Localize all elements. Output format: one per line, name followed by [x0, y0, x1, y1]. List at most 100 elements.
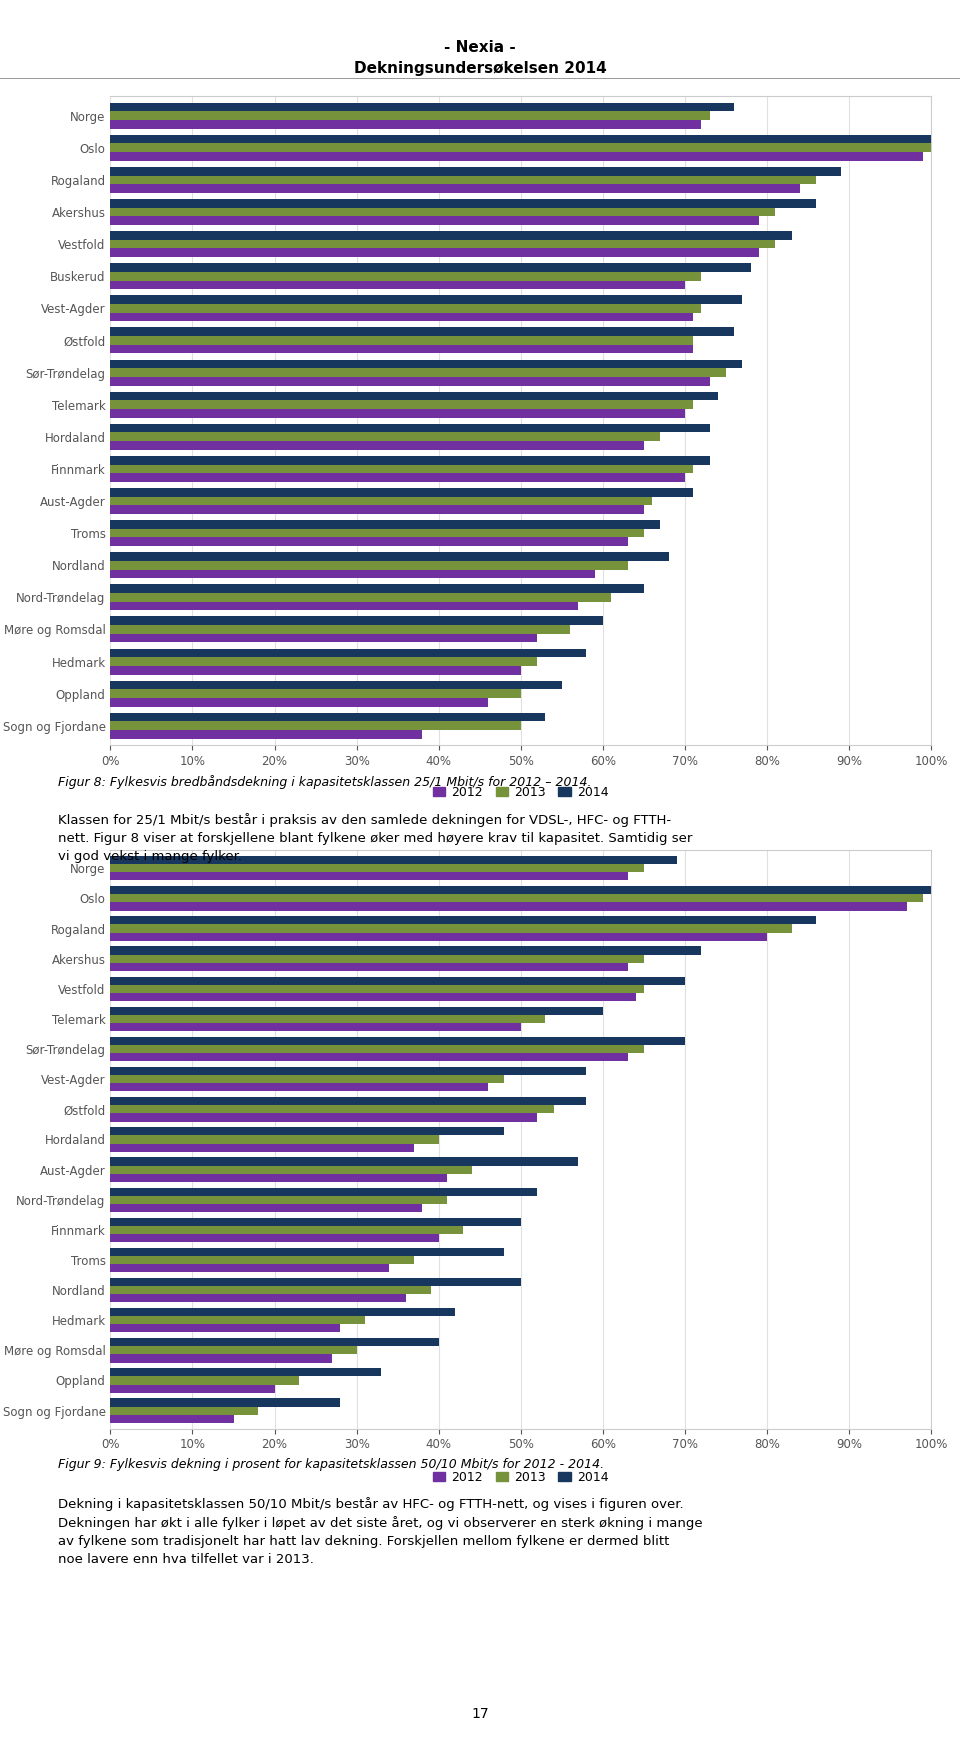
Text: Figur 9: Fylkesvis dekning i prosent for kapasitetsklassen 50/10 Mbit/s for 2012: Figur 9: Fylkesvis dekning i prosent for… — [58, 1458, 604, 1471]
Bar — [110, 1196, 447, 1204]
Bar — [110, 153, 923, 161]
Bar — [110, 377, 709, 386]
Bar — [110, 1308, 455, 1317]
Bar — [110, 713, 545, 722]
Bar — [110, 855, 677, 864]
Bar — [110, 408, 685, 417]
Legend: 2012, 2013, 2014: 2012, 2013, 2014 — [428, 780, 613, 803]
Bar — [110, 992, 636, 1001]
Bar — [110, 184, 800, 193]
Bar — [110, 887, 931, 894]
Bar — [110, 1054, 628, 1061]
Bar — [110, 1415, 233, 1423]
Bar — [110, 1104, 554, 1113]
Bar — [110, 561, 628, 570]
Bar — [110, 1218, 521, 1225]
Bar — [110, 303, 702, 312]
Bar — [110, 433, 660, 442]
Bar — [110, 505, 644, 514]
Bar — [110, 1248, 504, 1255]
Bar — [110, 1204, 422, 1211]
Bar — [110, 617, 603, 626]
Bar — [110, 584, 644, 593]
Text: Figur 8: Fylkesvis bredbåndsdekning i kapasitetsklassen 25/1 Mbit/s for 2012 – 2: Figur 8: Fylkesvis bredbåndsdekning i ka… — [58, 775, 591, 789]
Legend: 2012, 2013, 2014: 2012, 2013, 2014 — [428, 1466, 613, 1488]
Bar — [110, 601, 578, 610]
Bar — [110, 368, 726, 377]
Bar — [110, 216, 758, 224]
Bar — [110, 552, 668, 561]
Bar — [110, 1036, 685, 1045]
Bar — [110, 1346, 357, 1355]
Bar — [110, 689, 521, 698]
Bar — [110, 359, 742, 368]
Text: 17: 17 — [471, 1707, 489, 1721]
Bar — [110, 1127, 504, 1136]
Bar — [110, 1187, 538, 1196]
Bar — [110, 917, 816, 924]
Bar — [110, 328, 734, 337]
Bar — [110, 1083, 488, 1092]
Bar — [110, 103, 734, 112]
Bar — [110, 955, 644, 962]
Bar — [110, 1287, 430, 1294]
Bar — [110, 263, 751, 272]
Bar — [110, 1075, 504, 1083]
Text: Dekning i kapasitetsklassen 50/10 Mbit/s består av HFC- og FTTH-nett, og vises i: Dekning i kapasitetsklassen 50/10 Mbit/s… — [58, 1497, 702, 1567]
Bar — [110, 680, 562, 689]
Bar — [110, 1113, 538, 1122]
Bar — [110, 1317, 365, 1324]
Bar — [110, 1225, 464, 1234]
Bar — [110, 722, 521, 729]
Bar — [110, 473, 685, 482]
Bar — [110, 272, 702, 280]
Bar — [110, 1338, 439, 1346]
Bar — [110, 976, 685, 985]
Bar — [110, 1006, 603, 1015]
Bar — [110, 1045, 644, 1054]
Text: Klassen for 25/1 Mbit/s består i praksis av den samlede dekningen for VDSL-, HFC: Klassen for 25/1 Mbit/s består i praksis… — [58, 813, 692, 864]
Bar — [110, 985, 644, 992]
Bar — [110, 529, 644, 538]
Bar — [110, 1234, 439, 1243]
Bar — [110, 391, 718, 400]
Bar — [110, 207, 776, 216]
Bar — [110, 1294, 406, 1302]
Bar — [110, 1278, 521, 1287]
Bar — [110, 119, 702, 128]
Bar — [110, 1175, 447, 1182]
Bar — [110, 1068, 587, 1075]
Bar — [110, 1385, 275, 1392]
Bar — [110, 1097, 587, 1104]
Bar — [110, 1015, 545, 1024]
Bar — [110, 666, 521, 675]
Bar — [110, 295, 742, 303]
Text: Dekningsundersøkelsen 2014: Dekningsundersøkelsen 2014 — [353, 61, 607, 77]
Bar — [110, 1166, 471, 1175]
Bar — [110, 1143, 414, 1152]
Bar — [110, 649, 587, 657]
Bar — [110, 280, 685, 289]
Bar — [110, 924, 792, 933]
Bar — [110, 496, 652, 505]
Bar — [110, 487, 693, 496]
Bar — [110, 465, 693, 473]
Bar — [110, 1255, 414, 1264]
Bar — [110, 864, 644, 873]
Bar — [110, 1324, 340, 1332]
Bar — [110, 933, 767, 941]
Bar — [110, 635, 538, 642]
Bar — [110, 240, 776, 249]
Bar — [110, 231, 792, 240]
Bar — [110, 657, 538, 666]
Bar — [110, 698, 488, 706]
Bar — [110, 200, 816, 207]
Bar — [110, 1399, 340, 1406]
Bar — [110, 570, 594, 578]
Bar — [110, 337, 693, 345]
Text: - Nexia -: - Nexia - — [444, 40, 516, 56]
Bar — [110, 167, 841, 175]
Bar — [110, 249, 758, 258]
Bar — [110, 345, 693, 354]
Bar — [110, 1264, 390, 1273]
